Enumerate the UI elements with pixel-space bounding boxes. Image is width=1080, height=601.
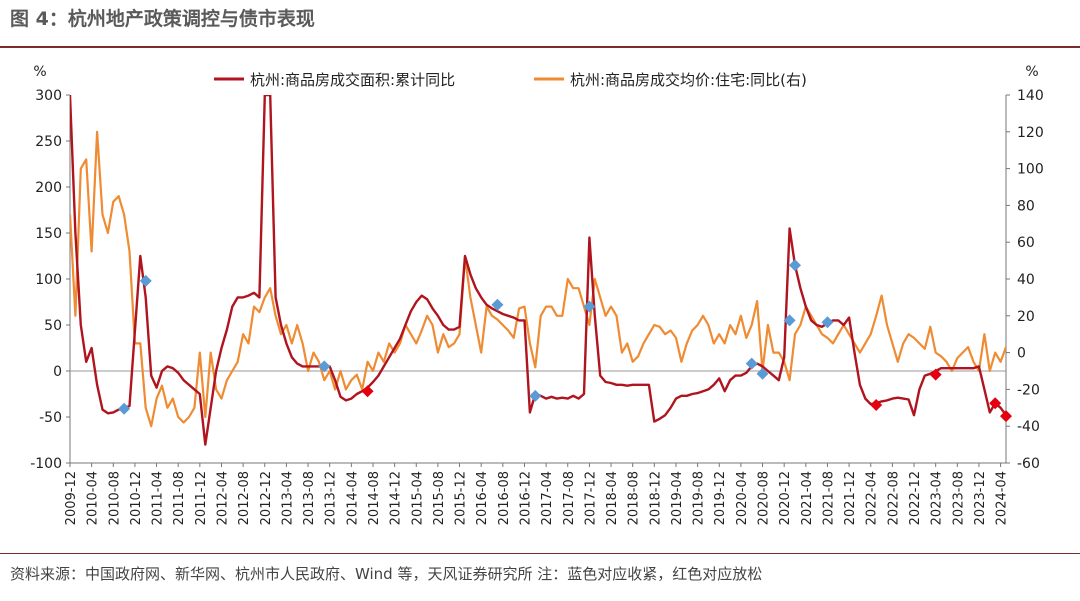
x-tick-label: 2013-08: [302, 471, 317, 525]
x-tick-label: 2014-08: [367, 471, 382, 525]
x-tick-label: 2017-08: [562, 471, 577, 525]
x-tick-label: 2017-04: [540, 471, 555, 525]
x-tick-label: 2014-12: [389, 471, 404, 525]
x-tick-label: 2018-08: [627, 471, 642, 525]
x-tick-label: 2019-12: [713, 471, 728, 525]
x-tick-label: 2009-12: [64, 471, 79, 525]
tightening-marker: [583, 300, 596, 313]
x-tick-label: 2022-12: [908, 471, 923, 525]
tightening-marker: [821, 316, 834, 329]
tightening-marker: [118, 402, 131, 415]
x-tick-label: 2014-04: [345, 471, 360, 525]
x-tick-label: 2021-12: [843, 471, 858, 525]
left-axis-unit: %: [33, 64, 46, 80]
easing-marker: [989, 397, 1002, 410]
tightening-marker: [529, 389, 542, 402]
left-tick-label: 100: [35, 272, 62, 288]
x-tick-label: 2015-12: [454, 471, 469, 525]
x-tick-label: 2010-08: [107, 471, 122, 525]
title-divider: [0, 46, 1080, 48]
source-note: 资料来源：中国政府网、新华网、杭州市人民政府、Wind 等，天风证券研究所 注：…: [10, 565, 763, 583]
chart-markers: [118, 259, 1012, 423]
right-tick-label: 20: [1017, 309, 1035, 325]
x-tick-label: 2023-04: [930, 471, 945, 525]
right-tick-label: 100: [1017, 162, 1044, 178]
right-tick-label: 120: [1017, 125, 1044, 141]
x-tick-label: 2021-04: [800, 471, 815, 525]
x-tick-label: 2010-12: [129, 471, 144, 525]
footer-divider: [0, 553, 1080, 554]
x-tick-label: 2012-12: [259, 471, 274, 525]
tightening-marker: [783, 314, 796, 327]
easing-marker: [361, 385, 374, 398]
x-tick-label: 2010-04: [86, 471, 101, 525]
x-tick-label: 2020-08: [757, 471, 772, 525]
x-tick-label: 2019-08: [692, 471, 707, 525]
x-tick-label: 2011-12: [194, 471, 209, 525]
x-tick-label: 2016-08: [497, 471, 512, 525]
chart-series: [70, 95, 1006, 446]
right-tick-label: -40: [1017, 419, 1040, 435]
tightening-marker: [318, 360, 331, 373]
right-tick-label: 140: [1017, 88, 1044, 104]
left-tick-label: 0: [53, 364, 62, 380]
chart-legend: 杭州:商品房成交面积:累计同比 杭州:商品房成交均价:住宅:同比(右): [214, 71, 807, 89]
x-tick-label: 2022-04: [865, 471, 880, 525]
right-tick-label: -60: [1017, 456, 1040, 472]
x-tick-label: 2024-04: [995, 471, 1010, 525]
chart-axes: -100 -50 0 50 100 150 200 250 300% -60 -40 -20 0 20 40…: [30, 64, 1044, 525]
easing-marker: [870, 399, 883, 412]
x-tick-label: 2023-12: [973, 471, 988, 525]
tightening-marker: [756, 367, 769, 380]
right-tick-label: -20: [1017, 382, 1040, 398]
easing-marker: [929, 368, 942, 381]
x-tick-label: 2011-04: [151, 471, 166, 525]
figure-title: 图 4：杭州地产政策调控与债市表现: [10, 8, 315, 30]
left-tick-label: -100: [30, 456, 62, 472]
x-tick-label: 2012-08: [237, 471, 252, 525]
x-tick-label: 2011-08: [172, 471, 187, 525]
left-tick-label: 300: [35, 88, 62, 104]
left-tick-label: 50: [44, 318, 62, 334]
x-tick-label: 2020-04: [735, 471, 750, 525]
x-tick-label: 2023-08: [951, 471, 966, 525]
tightening-marker: [788, 259, 801, 272]
x-tick-label: 2017-12: [583, 471, 598, 525]
x-tick-label: 2016-12: [518, 471, 533, 525]
legend-label-avg-price: 杭州:商品房成交均价:住宅:同比(右): [570, 71, 807, 89]
tightening-marker: [139, 274, 152, 287]
left-tick-label: 150: [35, 226, 62, 242]
x-tick-label: 2018-04: [605, 471, 620, 525]
x-tick-label: 2015-08: [432, 471, 447, 525]
right-tick-label: 0: [1017, 346, 1026, 362]
x-tick-label: 2015-04: [410, 471, 425, 525]
x-tick-label: 2021-08: [821, 471, 836, 525]
left-tick-label: 250: [35, 134, 62, 150]
left-tick-label: -50: [39, 410, 62, 426]
x-tick-label: 2022-08: [886, 471, 901, 525]
right-tick-label: 40: [1017, 272, 1035, 288]
series-line-transaction-area: [70, 95, 1006, 446]
right-tick-label: 60: [1017, 235, 1035, 251]
x-tick-label: 2018-12: [648, 471, 663, 525]
right-axis-unit: %: [1025, 64, 1038, 80]
x-tick-label: 2013-12: [324, 471, 339, 525]
line-chart: -100 -50 0 50 100 150 200 250 300% -60 -40 -20 0 20 40…: [30, 64, 1044, 525]
right-tick-label: 80: [1017, 198, 1035, 214]
x-tick-label: 2019-04: [670, 471, 685, 525]
x-tick-label: 2012-04: [215, 471, 230, 525]
left-tick-label: 200: [35, 180, 62, 196]
x-tick-label: 2016-04: [475, 471, 490, 525]
easing-marker: [1000, 410, 1012, 423]
x-tick-label: 2020-12: [778, 471, 793, 525]
legend-label-transaction-area: 杭州:商品房成交面积:累计同比: [250, 71, 455, 89]
series-line-avg-price: [70, 130, 1006, 428]
tightening-marker: [491, 298, 504, 311]
x-tick-label: 2013-04: [280, 471, 295, 525]
tightening-marker: [745, 357, 758, 370]
